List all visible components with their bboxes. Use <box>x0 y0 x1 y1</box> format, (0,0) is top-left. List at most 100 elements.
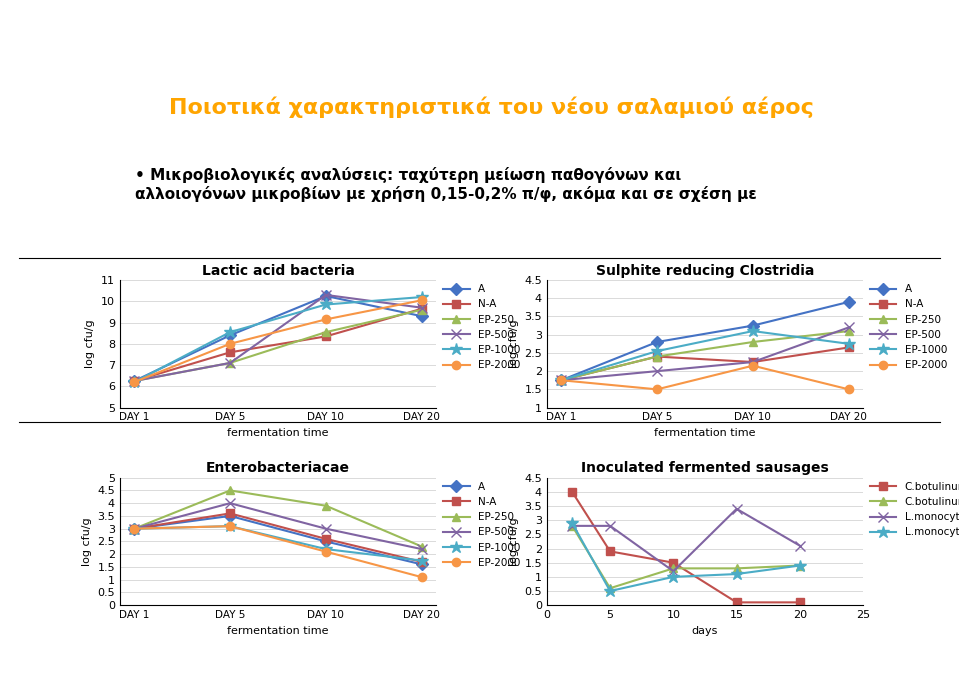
EP-500 <box>843 324 854 332</box>
EP-2000 <box>651 386 663 394</box>
A <box>416 560 428 568</box>
EP-250 <box>320 502 332 510</box>
EP-2000 <box>320 316 332 324</box>
C.botulinum-N150 <box>794 562 806 570</box>
N-A <box>224 348 236 356</box>
A <box>555 376 567 384</box>
A <box>416 312 428 320</box>
EP-500 <box>747 358 759 366</box>
C.botulinum-P1500 <box>667 558 679 566</box>
EP-250 <box>747 338 759 346</box>
C.botulinum-N150 <box>731 564 742 573</box>
C.botulinum-N150 <box>604 584 616 592</box>
EP-2000 <box>320 547 332 556</box>
EP-1000 <box>224 522 236 530</box>
Line: A: A <box>130 292 426 385</box>
X-axis label: fermentation time: fermentation time <box>654 428 756 438</box>
N-A <box>129 377 140 385</box>
N-A <box>129 524 140 532</box>
Legend: A, N-A, EP-250, EP-500, EP-1000, EP-2000: A, N-A, EP-250, EP-500, EP-1000, EP-2000 <box>439 477 525 572</box>
Line: C.botulinum-P1500: C.botulinum-P1500 <box>568 488 804 607</box>
Line: N-A: N-A <box>557 343 853 384</box>
Y-axis label: log cfu/g: log cfu/g <box>508 517 519 566</box>
Line: EP-500: EP-500 <box>129 498 427 554</box>
Line: N-A: N-A <box>130 305 426 385</box>
EP-1000 <box>555 376 567 384</box>
EP-250 <box>416 306 428 314</box>
Line: L.monocytogenes-P1500: L.monocytogenes-P1500 <box>568 504 805 576</box>
A <box>224 331 236 339</box>
EP-500 <box>651 367 663 375</box>
N-A <box>416 305 428 313</box>
Legend: A, N-A, EP-250, EP-500, EP-1000, EP-2000: A, N-A, EP-250, EP-500, EP-1000, EP-2000 <box>439 280 525 375</box>
EP-2000 <box>129 524 140 532</box>
EP-2000 <box>224 340 236 348</box>
A <box>320 537 332 545</box>
L.monocytogenes-P1500 <box>604 522 616 530</box>
C.botulinum-P1500 <box>567 488 578 496</box>
Title: Inoculated fermented sausages: Inoculated fermented sausages <box>581 461 829 475</box>
Line: EP-2000: EP-2000 <box>130 296 426 386</box>
Line: EP-500: EP-500 <box>556 322 854 385</box>
EP-500 <box>320 291 332 299</box>
EP-500 <box>129 377 140 385</box>
EP-250 <box>129 524 140 532</box>
EP-1000 <box>320 301 332 309</box>
EP-250 <box>843 327 854 335</box>
L.monocytogenes-P1500 <box>667 567 679 575</box>
L.monocytogenes-P1500 <box>567 522 578 530</box>
Line: EP-1000: EP-1000 <box>128 520 428 567</box>
A <box>651 338 663 346</box>
Y-axis label: log cfu/g: log cfu/g <box>508 320 519 368</box>
Legend: A, N-A, EP-250, EP-500, EP-1000, EP-2000: A, N-A, EP-250, EP-500, EP-1000, EP-2000 <box>866 280 951 375</box>
EP-500 <box>224 359 236 367</box>
EP-250 <box>651 352 663 360</box>
N-A <box>320 333 332 341</box>
Title: Sulphite reducing Clostridia: Sulphite reducing Clostridia <box>596 264 814 277</box>
EP-250 <box>320 328 332 336</box>
EP-250 <box>416 543 428 551</box>
L.monocytogenes-N150 <box>567 519 578 527</box>
Line: EP-250: EP-250 <box>130 486 426 551</box>
Line: EP-2000: EP-2000 <box>557 362 853 394</box>
C.botulinum-P1500 <box>604 547 616 556</box>
Title: Lactic acid bacteria: Lactic acid bacteria <box>201 264 355 277</box>
C.botulinum-N150 <box>567 522 578 530</box>
EP-1000 <box>129 378 140 386</box>
Line: A: A <box>130 512 426 568</box>
EP-500 <box>224 499 236 507</box>
Line: EP-1000: EP-1000 <box>128 291 428 388</box>
Line: N-A: N-A <box>130 509 426 566</box>
Text: Ποιοτικά χαρακτηριστικά του νέου σαλαμιού αέρος: Ποιοτικά χαρακτηριστικά του νέου σαλαμιο… <box>169 97 814 118</box>
N-A <box>843 343 854 352</box>
L.monocytogenes-N150 <box>604 587 616 595</box>
EP-2000 <box>555 376 567 384</box>
EP-1000 <box>843 340 854 348</box>
EP-500 <box>416 545 428 553</box>
EP-250 <box>129 377 140 385</box>
A <box>843 298 854 306</box>
N-A <box>555 376 567 384</box>
EP-500 <box>129 524 140 532</box>
L.monocytogenes-N150 <box>667 573 679 581</box>
A <box>320 292 332 300</box>
X-axis label: fermentation time: fermentation time <box>227 626 329 636</box>
EP-2000 <box>416 296 428 305</box>
Title: Enterobacteriacae: Enterobacteriacae <box>206 461 350 475</box>
C.botulinum-P1500 <box>731 598 742 607</box>
N-A <box>651 352 663 360</box>
EP-2000 <box>416 573 428 581</box>
Y-axis label: log cfu/g: log cfu/g <box>82 517 92 566</box>
EP-1000 <box>129 524 140 532</box>
L.monocytogenes-N150 <box>731 570 742 578</box>
X-axis label: days: days <box>691 626 718 636</box>
Line: EP-2000: EP-2000 <box>130 522 426 581</box>
EP-500 <box>555 376 567 384</box>
A <box>129 524 140 532</box>
Line: EP-250: EP-250 <box>557 327 853 384</box>
Legend: C.botulinum-P1500, C.botulinum-N150, L.monocytogenes-P1500, L.monocytogenes-N150: C.botulinum-P1500, C.botulinum-N150, L.m… <box>866 477 959 542</box>
EP-250 <box>555 376 567 384</box>
EP-250 <box>224 359 236 367</box>
EP-1000 <box>320 545 332 553</box>
EP-250 <box>224 486 236 494</box>
